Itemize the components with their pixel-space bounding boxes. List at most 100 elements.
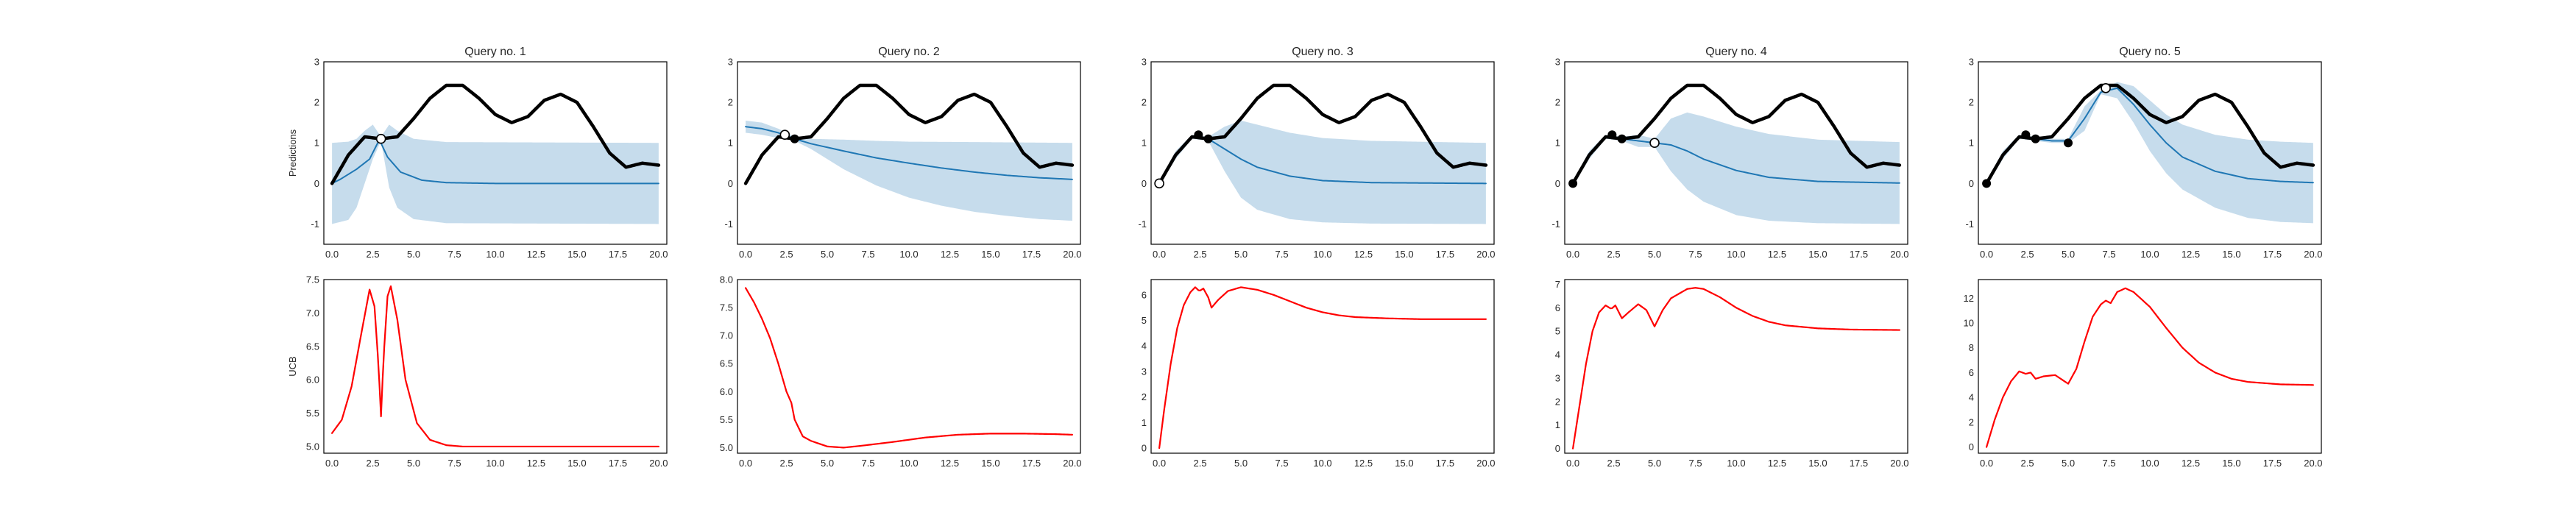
x-tick-label: 7.5 <box>1275 458 1288 469</box>
x-tick-label: 17.5 <box>1850 249 1868 260</box>
y-axis-label: UCB <box>287 356 298 376</box>
y-tick-label: -1 <box>1138 219 1147 230</box>
x-tick-label: 7.5 <box>1688 458 1702 469</box>
x-tick-label: 17.5 <box>1436 458 1454 469</box>
x-tick-label: 10.0 <box>899 458 918 469</box>
x-tick-label: 15.0 <box>1395 249 1413 260</box>
x-tick-label: 12.5 <box>1768 249 1786 260</box>
y-tick-label: 7 <box>1555 279 1560 290</box>
ucb-line <box>1158 286 1487 450</box>
observed-point <box>790 134 799 143</box>
y-tick-label: 6 <box>1555 302 1560 313</box>
panel-top-4: Query no. 4 0.0 2.5 5.0 7.5 10.0 12.5 15.0 17.5 2… <box>1551 46 1908 260</box>
y-tick-label: 0 <box>1142 178 1147 189</box>
x-tick-label: 2.5 <box>780 249 793 260</box>
y-tick-label: 4 <box>1555 349 1560 360</box>
y-tick-label: 2 <box>1969 97 1974 108</box>
x-tick-label: 7.5 <box>2102 458 2115 469</box>
axes-frame <box>1564 61 1908 245</box>
x-tick-label: 17.5 <box>609 249 627 260</box>
observed-point <box>1607 130 1617 140</box>
x-tick-label: 10.0 <box>1727 458 1745 469</box>
panel-title: Query no. 5 <box>2119 46 2181 58</box>
y-tick-label: 5.5 <box>720 414 733 425</box>
axes-frame <box>1150 61 1495 245</box>
x-tick-label: 5.0 <box>1234 249 1248 260</box>
panel-bottom-3: 0.0 2.5 5.0 7.5 10.0 12.5 15.0 17.5 20.0 0 1 2 3 4 5 6 <box>1142 279 1496 469</box>
y-tick-label: 0 <box>1969 441 1974 452</box>
x-tick-label: 12.5 <box>1354 458 1373 469</box>
x-tick-label: 10.0 <box>2140 249 2159 260</box>
panel-top-2: Query no. 2 0.0 2.5 5.0 7.5 10.0 12.5 15.0 17.5 2… <box>724 46 1081 260</box>
x-tick-label: 17.5 <box>2263 458 2282 469</box>
axes-frame <box>1978 279 2322 454</box>
x-tick-label: 2.5 <box>2021 458 2034 469</box>
observed-point <box>1617 134 1627 143</box>
confidence-band <box>1159 120 1486 224</box>
x-tick-label: 15.0 <box>2222 249 2240 260</box>
y-tick-label: 1 <box>314 138 319 149</box>
x-tick-label: 17.5 <box>1022 249 1041 260</box>
x-tick-label: 10.0 <box>2140 458 2159 469</box>
y-tick-label: 1 <box>1142 417 1147 428</box>
x-tick-label: 2.5 <box>1194 249 1207 260</box>
y-tick-label: 4 <box>1969 392 1974 403</box>
x-tick-label: 5.0 <box>407 458 420 469</box>
y-tick-label: 5 <box>1555 326 1560 337</box>
y-tick-label: -1 <box>1551 219 1560 230</box>
x-tick-label: 0.0 <box>1153 458 1166 469</box>
y-tick-label: 5.0 <box>306 441 319 452</box>
panel-top-5: Query no. 5 0.0 2.5 5.0 7.5 10.0 12.5 15.0 17.5 2… <box>1965 46 2322 260</box>
y-tick-label: 8 <box>1969 342 1974 353</box>
x-tick-label: 0.0 <box>1980 249 1993 260</box>
confidence-band <box>1986 82 2313 224</box>
y-tick-label: 6.0 <box>306 374 319 386</box>
y-tick-label: 12 <box>1964 293 1974 304</box>
y-tick-label: 0 <box>1969 178 1974 189</box>
x-tick-label: 2.5 <box>367 249 380 260</box>
x-tick-label: 20.0 <box>2304 249 2322 260</box>
x-tick-label: 20.0 <box>1890 249 1908 260</box>
x-tick-label: 12.5 <box>527 249 545 260</box>
x-tick-label: 0.0 <box>325 458 339 469</box>
true-function-line <box>743 83 1075 185</box>
x-tick-label: 0.0 <box>739 458 752 469</box>
x-tick-label: 5.0 <box>1648 249 1661 260</box>
y-axis-label: Predictions <box>287 129 298 177</box>
panel-title: Query no. 4 <box>1705 46 1767 58</box>
x-tick-label: 7.5 <box>447 458 461 469</box>
y-tick-label: 2 <box>1969 416 1974 427</box>
x-tick-label: 12.5 <box>527 458 545 469</box>
y-tick-label: 8.0 <box>720 274 733 285</box>
gp-mean-line <box>331 138 659 185</box>
x-tick-label: 20.0 <box>649 249 668 260</box>
panel-bottom-2: 0.0 2.5 5.0 7.5 10.0 12.5 15.0 17.5 20.0 5.0 5.5 6.… <box>720 274 1082 469</box>
x-tick-label: 15.0 <box>1808 249 1827 260</box>
panel-bottom-1: UCB 0.0 2.5 5.0 7.5 10.0 12.5 15.0 17.5 20.0 5.0 5.… <box>287 274 668 469</box>
x-tick-label: 15.0 <box>2222 458 2240 469</box>
x-tick-label: 10.0 <box>1727 249 1745 260</box>
y-tick-label: 10 <box>1964 318 1974 329</box>
observed-point <box>1568 179 1578 188</box>
ucb-line <box>745 287 1073 449</box>
observed-point <box>1194 130 1203 140</box>
x-tick-label: 20.0 <box>2304 458 2322 469</box>
x-tick-label: 12.5 <box>2182 458 2200 469</box>
y-tick-label: 3 <box>1969 57 1974 68</box>
x-tick-label: 7.5 <box>1275 249 1288 260</box>
x-tick-label: 10.0 <box>1313 458 1331 469</box>
x-tick-label: 20.0 <box>1063 249 1081 260</box>
axes-frame <box>1564 279 1908 454</box>
x-tick-label: 12.5 <box>941 249 959 260</box>
x-tick-label: 17.5 <box>1850 458 1868 469</box>
y-tick-label: -1 <box>724 219 733 230</box>
x-tick-label: 12.5 <box>1354 249 1373 260</box>
x-tick-label: 0.0 <box>325 249 339 260</box>
y-tick-label: 2 <box>1142 391 1147 402</box>
x-tick-label: 2.5 <box>1194 458 1207 469</box>
panel-bottom-4: 0.0 2.5 5.0 7.5 10.0 12.5 15.0 17.5 20.0 0 1 2 3 4 5 6 7 <box>1555 279 1909 469</box>
x-tick-label: 7.5 <box>1688 249 1702 260</box>
y-tick-label: 0 <box>728 178 733 189</box>
